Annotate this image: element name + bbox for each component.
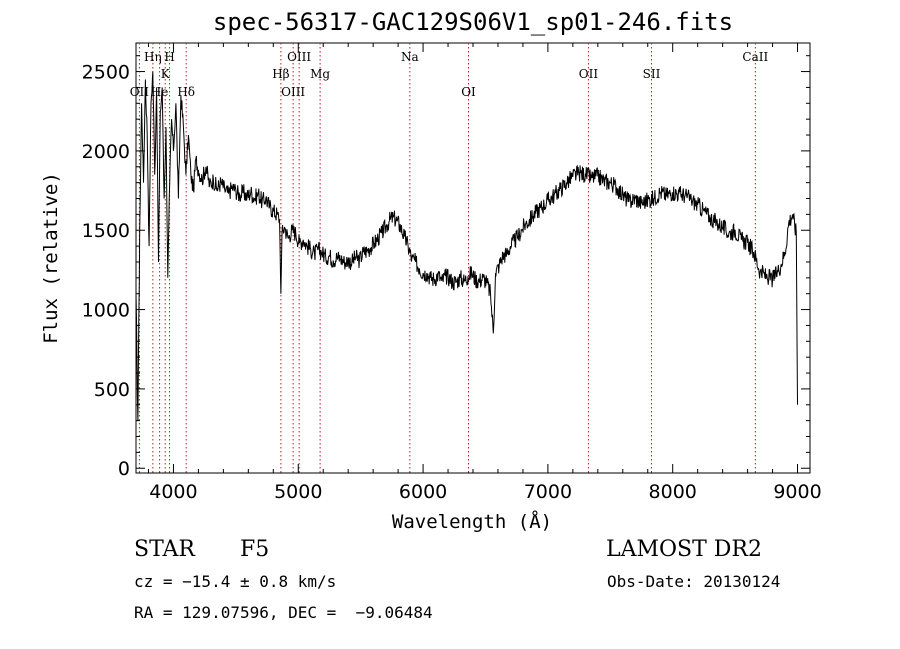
spectral-line-markers: OII Hη He KH Hδ Hβ OIII OIII Mg Na OI OII SII CaII xyxy=(130,43,768,473)
x-tick-label: 7000 xyxy=(524,481,572,503)
line-marker-label: Hη xyxy=(144,50,162,64)
sky-coordinates: RA = 129.07596, DEC = −9.06484 xyxy=(134,603,433,622)
spectrum-line xyxy=(135,71,798,421)
y-tick-label: 1000 xyxy=(82,300,130,322)
line-marker-label: Hδ xyxy=(177,85,195,99)
x-tick-label: 9000 xyxy=(773,481,821,503)
spectrum-series xyxy=(135,71,798,421)
plot-border xyxy=(135,42,811,474)
y-axis-label: Flux (relative) xyxy=(40,172,62,344)
axis-ticks: 4000 5000 6000 7000 8000 9000 0 500 1000 1500 2000… xyxy=(82,43,822,503)
y-tick-label: 0 xyxy=(118,458,130,480)
line-marker-label: Hβ xyxy=(272,67,289,81)
x-tick-label: 5000 xyxy=(274,481,322,503)
x-axis-label: Wavelength (Å) xyxy=(392,510,552,533)
chart-title: spec-56317-GAC129S06V1_sp01-246.fits xyxy=(213,8,733,36)
redshift-cz: cz = −15.4 ± 0.8 km/s xyxy=(134,572,337,591)
y-tick-label: 2500 xyxy=(82,62,130,84)
plot-frame xyxy=(135,42,811,474)
line-marker-label: OII xyxy=(130,85,150,99)
x-tick-label: 4000 xyxy=(149,481,197,503)
line-marker-label: He xyxy=(151,85,169,99)
y-tick-label: 500 xyxy=(94,379,130,401)
y-tick-label: 2000 xyxy=(82,141,130,163)
line-marker-label: OII xyxy=(579,67,599,81)
line-marker-label: Na xyxy=(401,50,419,64)
line-marker-label: Mg xyxy=(310,67,330,81)
y-tick-label: 1500 xyxy=(82,220,130,242)
object-subclass: F5 xyxy=(240,537,270,562)
line-marker-label: H xyxy=(164,50,174,64)
line-marker-label: OIII xyxy=(281,85,305,99)
object-class: STAR xyxy=(134,537,195,562)
line-marker-label: OIII xyxy=(287,50,311,64)
x-tick-label: 6000 xyxy=(399,481,447,503)
line-marker-label: SII xyxy=(643,67,661,81)
observation-date: Obs-Date: 20130124 xyxy=(607,572,781,591)
line-marker-label: OI xyxy=(461,85,476,99)
survey-label: LAMOST DR2 xyxy=(606,537,762,562)
line-marker-label: CaII xyxy=(742,50,768,64)
line-marker-label: K xyxy=(161,67,171,81)
x-tick-label: 8000 xyxy=(649,481,697,503)
